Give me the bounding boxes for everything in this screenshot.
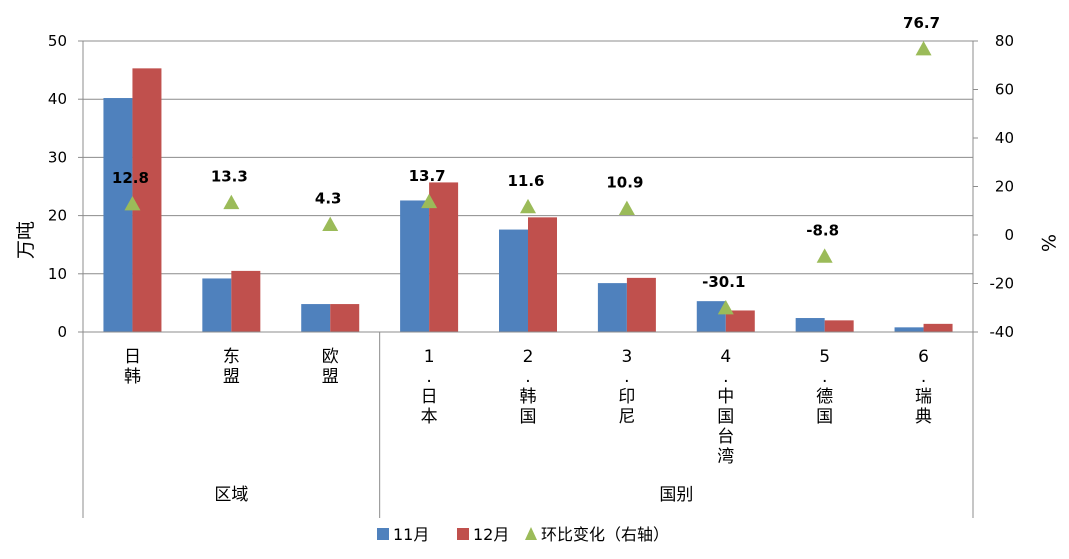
left-tick-label: 50 (48, 32, 67, 50)
change-data-label: 12.8 (112, 169, 149, 187)
change-data-labels: 12.8 13.3 4.3 13.7 11.6 10.9 -30.1 -8.8 76.7 (112, 14, 940, 291)
category-label: 6 .瑞典 (915, 347, 932, 427)
bar-nov (499, 229, 528, 332)
legend-item: 11月 (377, 525, 429, 544)
change-marker (618, 200, 635, 215)
legend-item: 环比变化（右轴） (525, 525, 669, 544)
legend-swatch (525, 527, 537, 540)
legend: 11月 12月 环比变化（右轴） (377, 525, 669, 544)
change-marker (223, 194, 240, 210)
category-label: 3 .印尼 (618, 347, 635, 427)
left-axis-ticks: 0 10 20 30 40 50 (48, 32, 67, 341)
bar-nov (202, 278, 232, 332)
change-marker (520, 198, 536, 214)
category-label: 日韩 (124, 347, 141, 387)
change-data-label: 4.3 (315, 190, 342, 208)
right-tick-label: 40 (995, 129, 1014, 147)
bar-nov (795, 318, 825, 332)
category-label: 欧盟 (322, 347, 339, 387)
bar-dec (824, 320, 854, 332)
category-label: 5 .德国 (816, 347, 833, 427)
change-data-label: 11.6 (507, 172, 544, 190)
change-data-label: -30.1 (702, 273, 745, 291)
bar-nov (400, 200, 430, 332)
bar-dec (528, 217, 557, 332)
axes (78, 40, 978, 518)
change-marker (717, 299, 734, 315)
right-axis-ticks: -40 -20 0 20 40 60 80 (990, 32, 1015, 341)
left-tick-label: 0 (57, 323, 67, 341)
category-label: 4 .中国台湾 (717, 347, 734, 467)
change-marker (124, 195, 141, 211)
bar-dec (330, 304, 360, 332)
change-marker (816, 248, 833, 263)
right-tick-label: 0 (1004, 226, 1014, 244)
change-marker (915, 41, 932, 56)
category-label: 东盟 (223, 347, 240, 387)
change-data-label: 10.9 (606, 174, 643, 192)
category-labels: 日韩 东盟 欧盟 1 .日本 2 .韩国 3 .印尼 4 .中国台湾 5 .德国 6 .瑞典 (124, 347, 932, 467)
change-data-label: 76.7 (903, 14, 940, 32)
legend-label: 11月 (393, 525, 429, 544)
category-label: 2 .韩国 (520, 347, 537, 427)
bar-nov (696, 301, 726, 332)
right-axis-title: % (1037, 234, 1059, 252)
right-tick-label: 60 (995, 81, 1014, 99)
right-tick-label: -20 (990, 275, 1015, 293)
bar-nov (103, 98, 133, 332)
left-tick-label: 30 (48, 148, 67, 166)
bar-dec (231, 270, 261, 332)
left-tick-label: 40 (48, 90, 67, 108)
change-markers (124, 41, 932, 315)
change-marker (421, 193, 438, 209)
right-tick-label: -40 (990, 323, 1015, 341)
bar-nov (894, 327, 924, 332)
legend-label: 环比变化（右轴） (541, 525, 669, 544)
legend-item: 12月 (457, 525, 509, 544)
gridlines (83, 40, 973, 275)
category-label: 1 .日本 (421, 347, 438, 427)
bar-dec (132, 68, 162, 332)
bar-marks (103, 68, 953, 332)
bar-dec (725, 310, 755, 332)
group-labels: 区域 国别 (214, 485, 693, 505)
legend-label: 12月 (473, 525, 509, 544)
group-label: 国别 (659, 485, 693, 505)
left-tick-label: 10 (48, 265, 67, 283)
bar-nov (301, 304, 331, 332)
right-tick-label: 20 (995, 178, 1014, 196)
bar-dec (626, 277, 656, 332)
bar-dec (923, 323, 953, 332)
left-tick-label: 20 (48, 207, 67, 225)
change-data-label: 13.7 (409, 167, 446, 185)
change-data-label: 13.3 (211, 168, 248, 186)
legend-swatch (457, 528, 469, 540)
change-marker (322, 216, 339, 231)
left-axis-title: 万吨 (15, 221, 37, 259)
right-tick-label: 80 (995, 32, 1014, 50)
group-label: 区域 (214, 485, 248, 505)
bar-nov (597, 283, 627, 332)
legend-swatch (377, 528, 389, 540)
change-data-label: -8.8 (806, 221, 839, 239)
